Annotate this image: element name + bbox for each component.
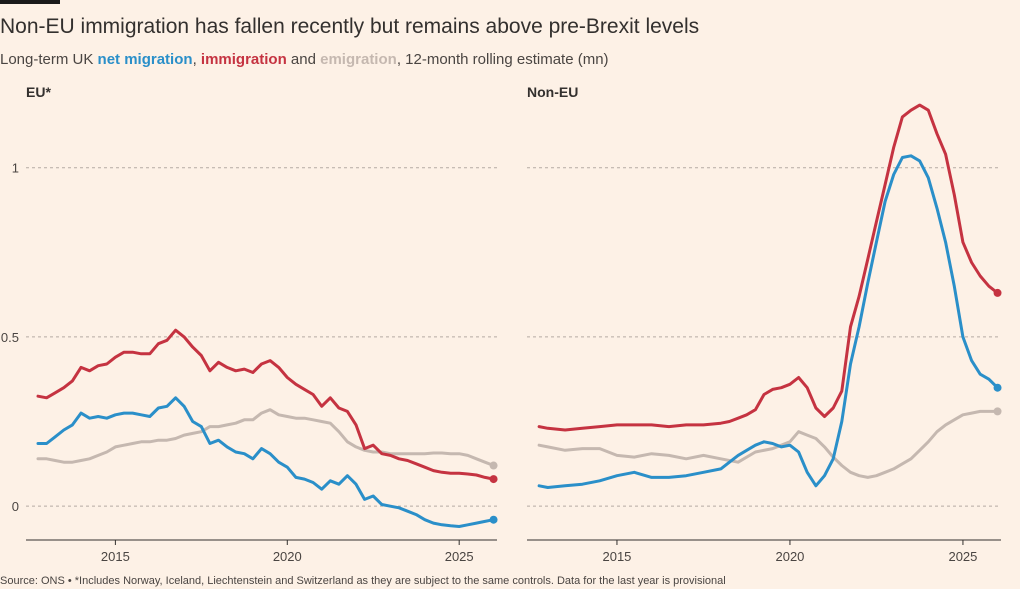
legend-net-migration: net migration xyxy=(97,51,193,68)
panel-title: Non-EU xyxy=(527,84,578,100)
series-endpoint-immigration xyxy=(993,288,1002,297)
panel-title: EU* xyxy=(26,84,51,100)
series-endpoint-emigration xyxy=(489,461,498,470)
x-tick-label: 2015 xyxy=(101,549,130,564)
chart-title: Non-EU immigration has fallen recently b… xyxy=(0,15,700,38)
subtitle-prefix: Long-term UK xyxy=(0,51,98,68)
x-tick-label: 2025 xyxy=(948,549,977,564)
x-tick-label: 2025 xyxy=(445,549,474,564)
series-line-net-migration xyxy=(36,396,496,528)
series-endpoint-net-migration xyxy=(489,515,498,524)
legend-immigration: immigration xyxy=(200,51,287,68)
x-tick-label: 2020 xyxy=(273,549,302,564)
series-endpoint-immigration xyxy=(489,475,498,484)
y-tick-label: 1 xyxy=(12,161,19,176)
subtitle-suffix: , 12-month rolling estimate (mn) xyxy=(396,51,609,68)
legend-emigration: emigration xyxy=(320,51,397,68)
brand-bar xyxy=(0,0,60,4)
series-line-immigration xyxy=(537,103,999,432)
series-line-emigration xyxy=(537,409,999,479)
series-line-net-migration xyxy=(537,154,999,489)
subtitle-sep1: , xyxy=(192,51,201,68)
series-line-emigration xyxy=(36,408,496,467)
subtitle-sep2: and xyxy=(286,51,321,68)
chart-subtitle: Long-term UK net migration, immigration … xyxy=(0,50,609,70)
x-tick-label: 2020 xyxy=(775,549,804,564)
series-endpoint-emigration xyxy=(993,407,1002,416)
y-tick-label: 0 xyxy=(12,499,19,514)
y-tick-label: 0.5 xyxy=(1,330,19,345)
series-line-immigration xyxy=(36,328,496,481)
x-tick-label: 2015 xyxy=(602,549,631,564)
series-endpoint-net-migration xyxy=(993,383,1002,392)
source-note: Source: ONS • *Includes Norway, Iceland,… xyxy=(0,575,726,587)
